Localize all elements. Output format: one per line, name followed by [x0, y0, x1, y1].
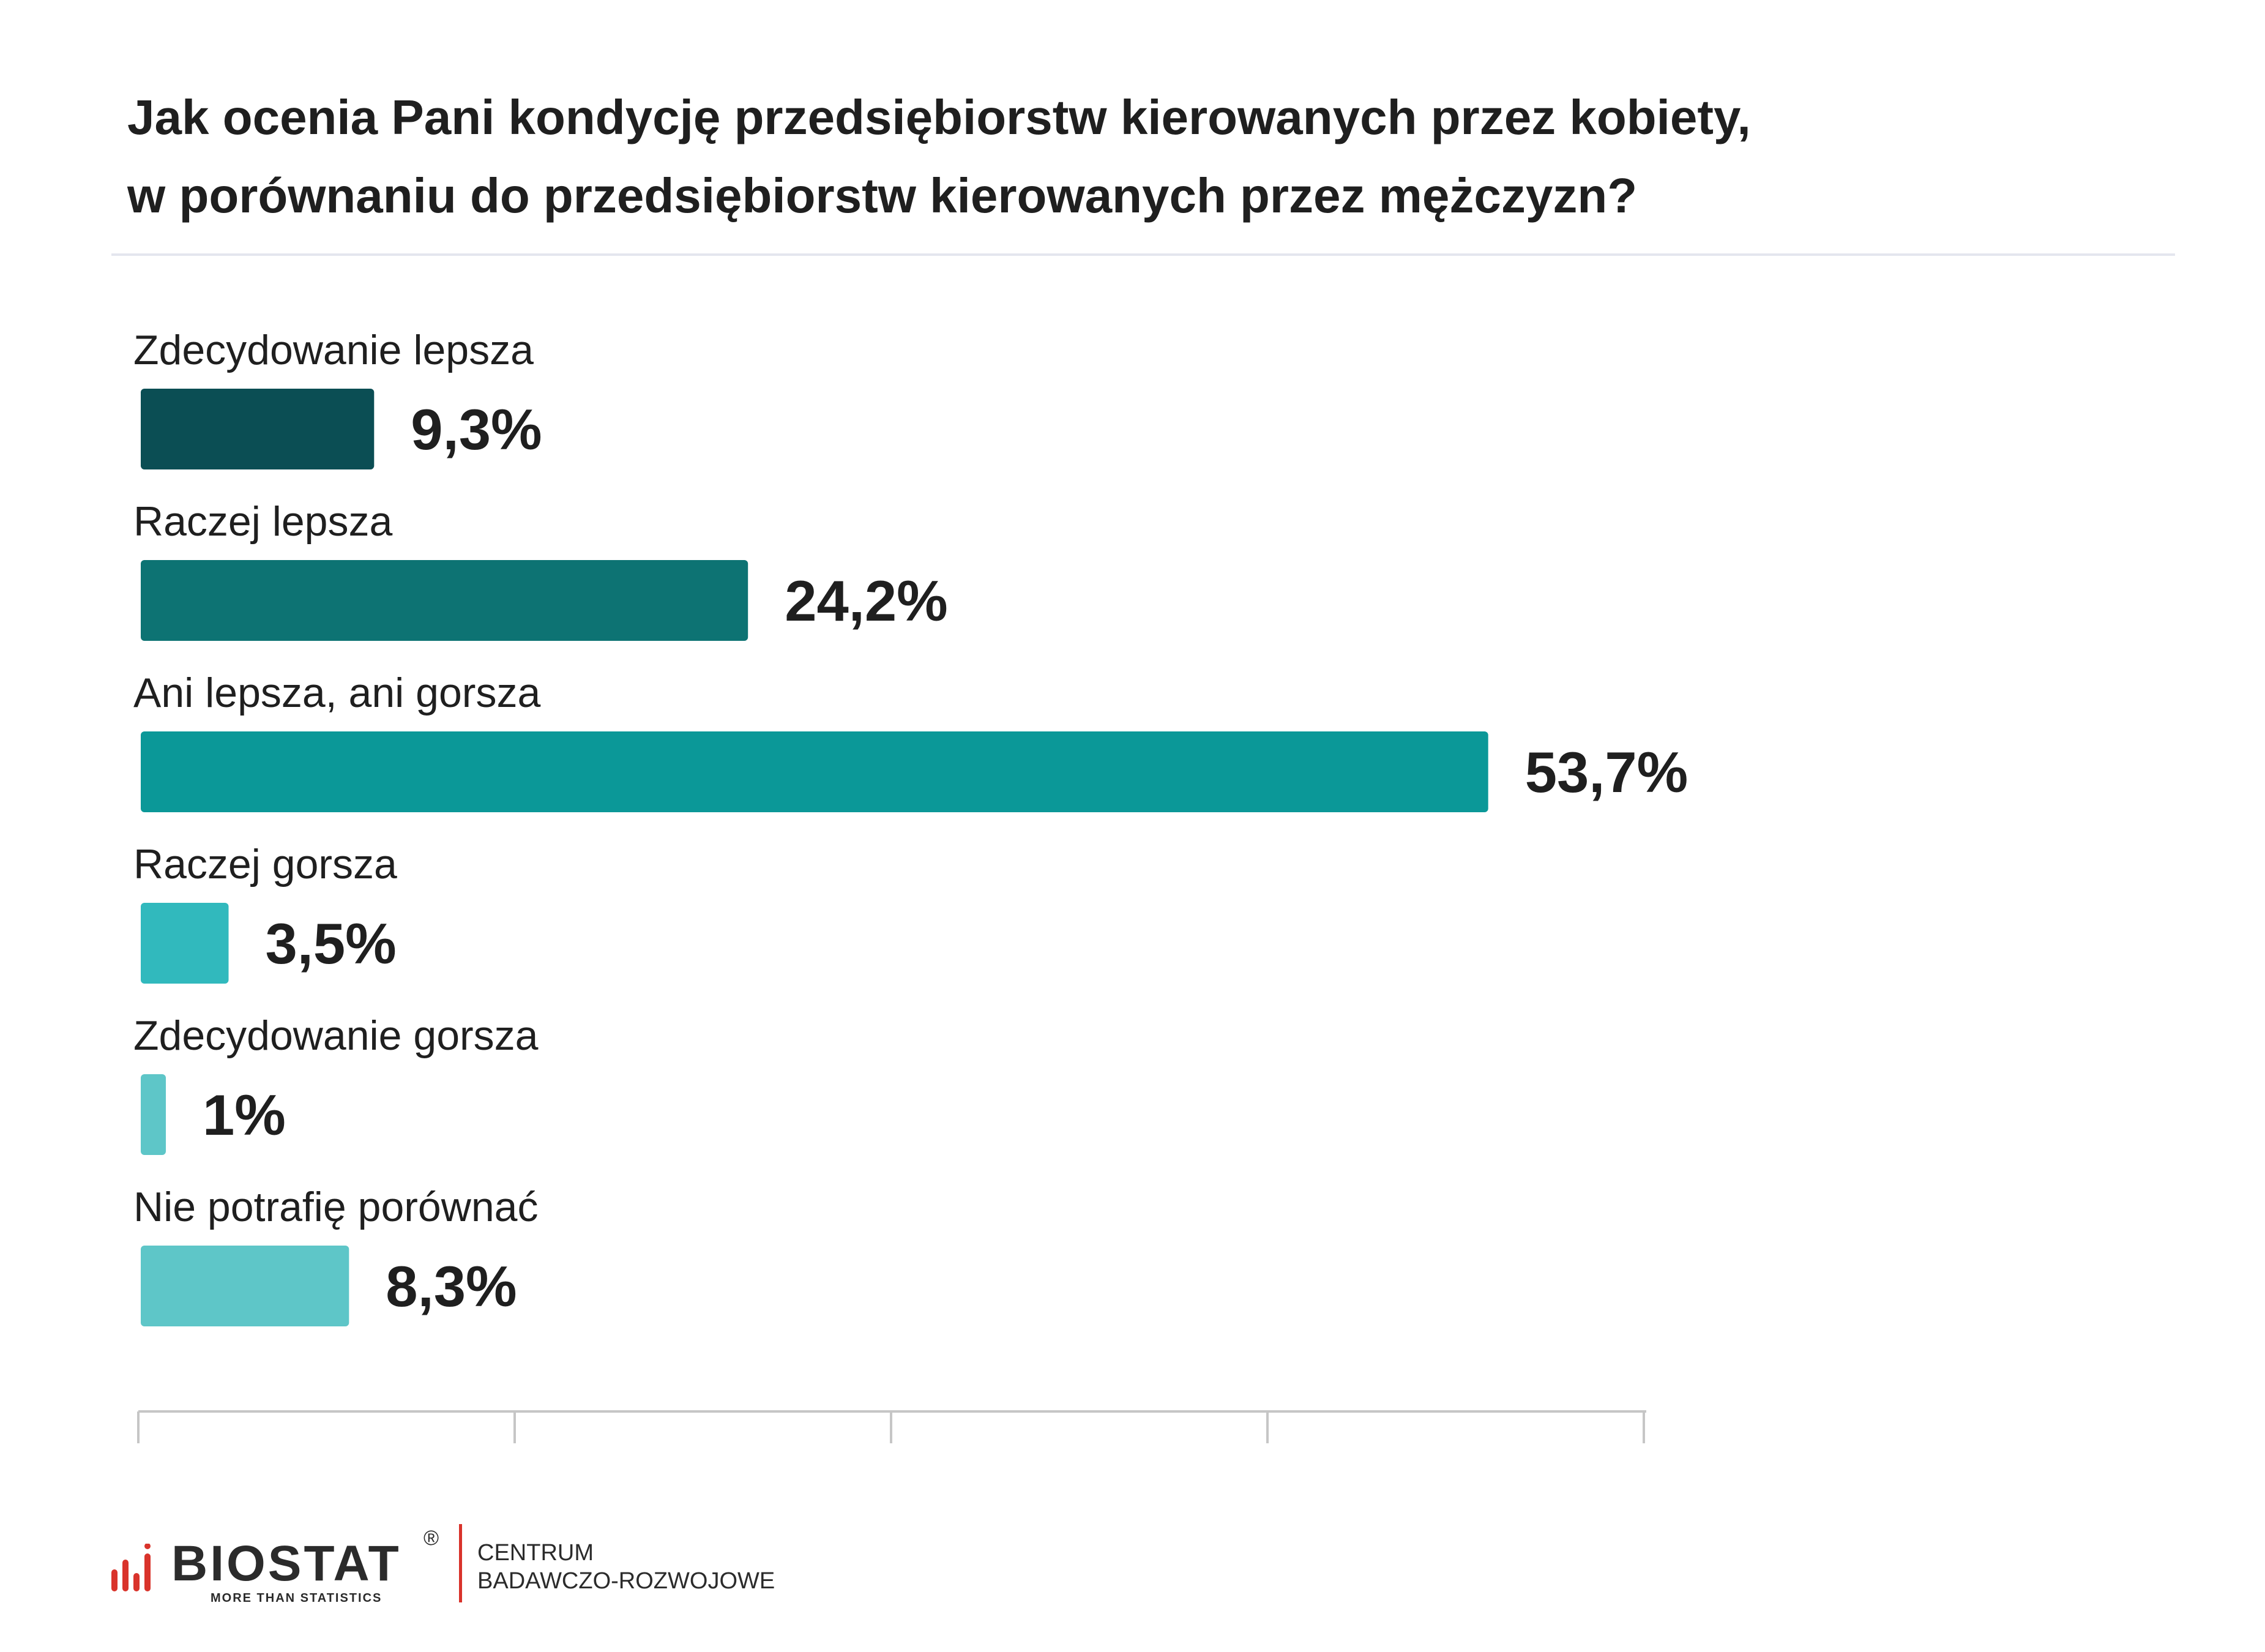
category-label: Raczej gorsza	[133, 841, 397, 888]
chart-title-line-2: w porównaniu do przedsiębiorstw kierowan…	[127, 168, 1638, 223]
data-label: 3,5%	[266, 911, 397, 976]
category-label: Ani lepsza, ani gorsza	[133, 670, 540, 716]
bar	[141, 1246, 349, 1326]
data-label: 9,3%	[411, 397, 542, 462]
data-label: 24,2%	[785, 569, 948, 633]
bars-group: Zdecydowanie lepsza 9,3% Raczej lepsza 24,2…	[133, 327, 1688, 1326]
bar	[141, 903, 229, 984]
data-label: 1%	[203, 1083, 286, 1147]
bar	[141, 731, 1488, 812]
category-label: Zdecydowanie gorsza	[133, 1012, 539, 1059]
data-label: 53,7%	[1525, 740, 1688, 804]
title-divider	[111, 253, 2175, 256]
category-label: Raczej lepsza	[133, 498, 392, 545]
center-name-line-1: CENTRUM	[477, 1540, 594, 1566]
footer-logo: BIOSTAT ® MORE THAN STATISTICS CENTRUM B…	[110, 1524, 845, 1610]
x-axis	[137, 1410, 1646, 1443]
category-label: Zdecydowanie lepsza	[133, 327, 534, 373]
brand-tagline: MORE THAN STATISTICS	[211, 1591, 382, 1605]
bar	[141, 389, 375, 469]
data-label: 8,3%	[386, 1254, 517, 1318]
bar	[141, 560, 748, 641]
bar	[141, 1074, 166, 1155]
registered-mark: ®	[424, 1527, 439, 1550]
center-name-line-2: BADAWCZO-ROZWOJOWE	[477, 1568, 775, 1594]
bar-chart: Zdecydowanie lepsza 9,3% Raczej lepsza 24,2…	[133, 327, 1688, 1443]
brand-name: BIOSTAT	[171, 1536, 401, 1591]
chart-title-line-1: Jak ocenia Pani kondycję przedsiębiorstw…	[127, 90, 1751, 144]
category-label: Nie potrafię porównać	[133, 1184, 538, 1230]
footer-separator	[459, 1524, 462, 1602]
chart-title: Jak ocenia Pani kondycję przedsiębiorstw…	[127, 78, 2086, 235]
biostat-logo-icon	[111, 1544, 151, 1591]
